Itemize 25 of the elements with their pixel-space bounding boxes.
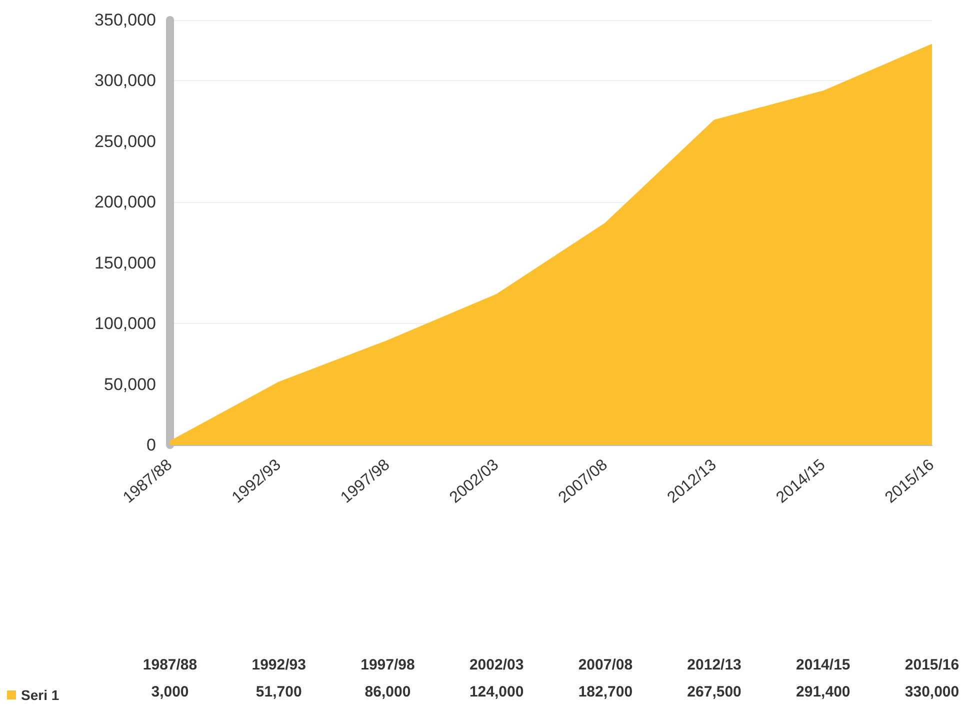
category-label: 2015/16: [904, 656, 960, 674]
category-label: 2012/13: [687, 656, 742, 674]
category-label: 2014/15: [796, 656, 850, 674]
y-tick-label: 350,000: [94, 10, 156, 30]
y-tick-label: 100,000: [94, 314, 156, 334]
data-label: 51,700: [256, 684, 302, 700]
y-tick-label: 150,000: [94, 253, 156, 272]
data-label: 291,400: [796, 684, 850, 700]
legend-label: Seri 1: [21, 687, 60, 703]
y-tick-label: 300,000: [94, 71, 156, 90]
data-label: 3,000: [151, 684, 189, 700]
category-label: 2007/08: [578, 656, 633, 674]
y-tick-label: 200,000: [94, 192, 156, 212]
data-label: 182,700: [578, 684, 633, 700]
data-label: 267,500: [687, 684, 742, 700]
y-tick-label: 250,000: [94, 132, 156, 151]
data-label: 330,000: [904, 684, 960, 700]
data-label: 86,000: [364, 684, 411, 700]
y-tick-label: 50,000: [104, 374, 156, 394]
y-tick-label: 0: [146, 436, 156, 454]
category-label: 2002/03: [469, 656, 524, 674]
category-label: 1992/93: [252, 656, 306, 674]
category-label: 1997/98: [360, 656, 415, 674]
category-label: 1987/88: [142, 656, 198, 674]
data-label: 124,000: [469, 684, 524, 700]
